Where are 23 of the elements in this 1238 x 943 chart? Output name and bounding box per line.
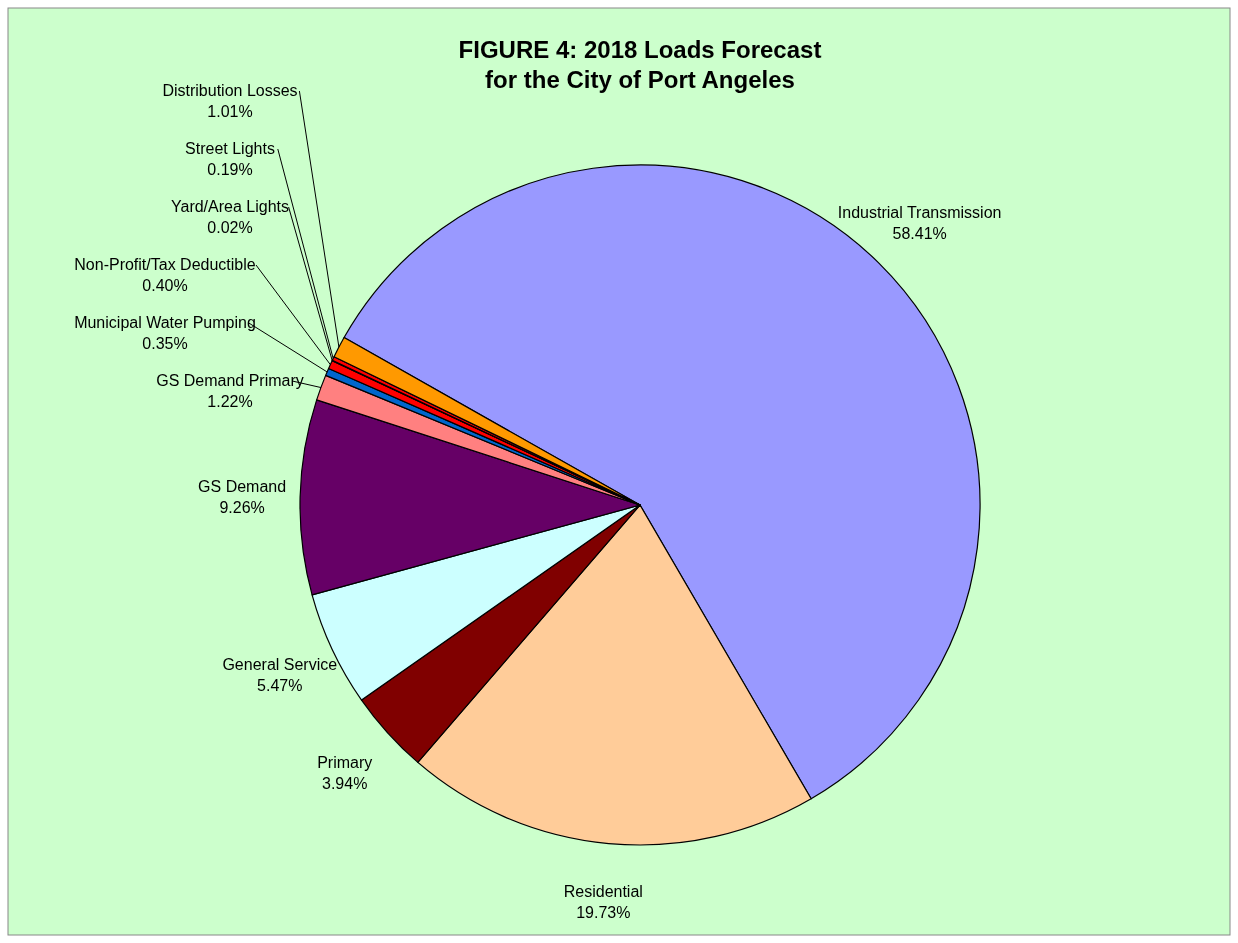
slice-label: Street Lights xyxy=(185,140,275,157)
slice-label: Distribution Losses xyxy=(162,82,298,99)
data-label: 0.35% xyxy=(142,335,188,352)
slice-label: Industrial Transmission xyxy=(837,203,1002,221)
slice-label: General Service xyxy=(222,656,338,674)
slice-label: Primary xyxy=(317,753,373,771)
data-label: 58.41% xyxy=(892,224,947,242)
data-label: 5.47% xyxy=(257,677,303,695)
slice-label: Yard/Area Lights xyxy=(171,198,289,215)
data-label: 0.40% xyxy=(142,277,188,294)
data-label: 0.02% xyxy=(207,219,253,236)
chart-title: FIGURE 4: 2018 Loads Forecast for the City of Port Angeles xyxy=(458,36,822,93)
slice-label: Municipal Water Pumping xyxy=(74,314,256,331)
data-label: 3.94% xyxy=(322,774,368,792)
data-label: 0.19% xyxy=(207,161,253,178)
data-label: 1.01% xyxy=(207,103,253,120)
data-label: 1.22% xyxy=(207,393,253,410)
slice-label: Non-Profit/Tax Deductible xyxy=(74,256,256,273)
data-label: 9.26% xyxy=(219,498,265,516)
data-label: 19.73% xyxy=(576,904,631,922)
slice-label: Residential xyxy=(563,883,643,901)
slice-label: GS Demand xyxy=(198,477,287,495)
slice-label: GS Demand Primary xyxy=(156,372,304,389)
